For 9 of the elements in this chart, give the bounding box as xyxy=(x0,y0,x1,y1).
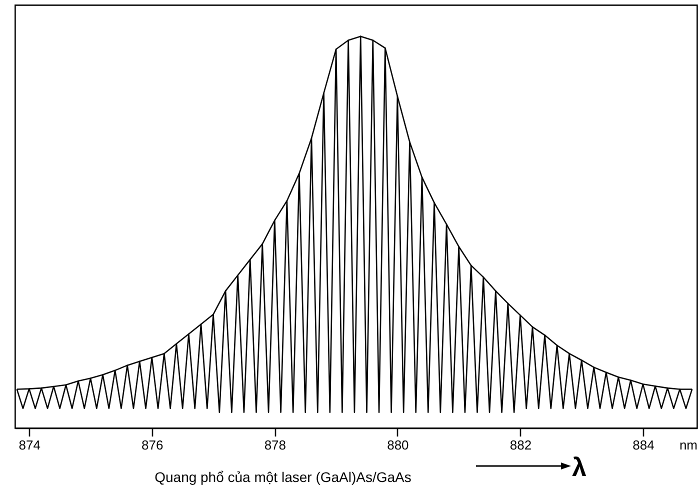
x-tick-label: 880 xyxy=(387,438,409,452)
x-tick-label: 874 xyxy=(18,438,40,452)
x-tick-label: 878 xyxy=(264,438,286,452)
text: λ xyxy=(572,452,586,482)
x-axis-title: nm xyxy=(679,438,698,452)
x-tick-label: 884 xyxy=(632,438,654,452)
x-tick-label: 882 xyxy=(510,438,532,452)
text: Quang phổ của một laser (GaAl)As/GaAs xyxy=(154,469,412,485)
x-tick-label: 876 xyxy=(142,438,164,452)
